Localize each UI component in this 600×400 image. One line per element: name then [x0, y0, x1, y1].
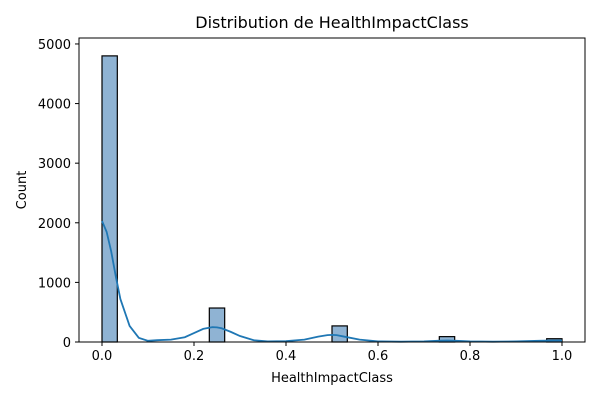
bars-layer — [101, 55, 563, 343]
x-tick-label: 0.6 — [368, 349, 389, 364]
y-tick-label: 3000 — [38, 157, 71, 172]
y-tick-label: 2000 — [38, 217, 71, 232]
y-tick-label: 4000 — [38, 98, 71, 113]
histogram-bar — [208, 307, 226, 343]
x-axis-label: HealthImpactClass — [271, 371, 393, 386]
x-tick-label: 0.8 — [460, 349, 481, 364]
y-tick-label: 1000 — [38, 276, 71, 291]
y-axis: 0 1000 2000 3000 4000 5000 — [38, 38, 79, 351]
y-tick-label: 0 — [63, 336, 71, 351]
y-tick-label: 5000 — [38, 38, 71, 53]
histogram-bar — [101, 55, 118, 343]
histogram-bar — [331, 325, 348, 343]
x-tick-label: 0.4 — [276, 349, 297, 364]
x-axis: 0.0 0.2 0.4 0.6 0.8 1.0 — [92, 342, 573, 364]
chart-title: Distribution de HealthImpactClass — [195, 13, 468, 32]
x-tick-label: 0.0 — [92, 349, 113, 364]
plot-frame — [78, 37, 586, 343]
x-tick-label: 0.2 — [184, 349, 205, 364]
x-tick-label: 1.0 — [552, 349, 573, 364]
kde-line — [101, 220, 562, 343]
y-axis-label: Count — [15, 171, 30, 210]
